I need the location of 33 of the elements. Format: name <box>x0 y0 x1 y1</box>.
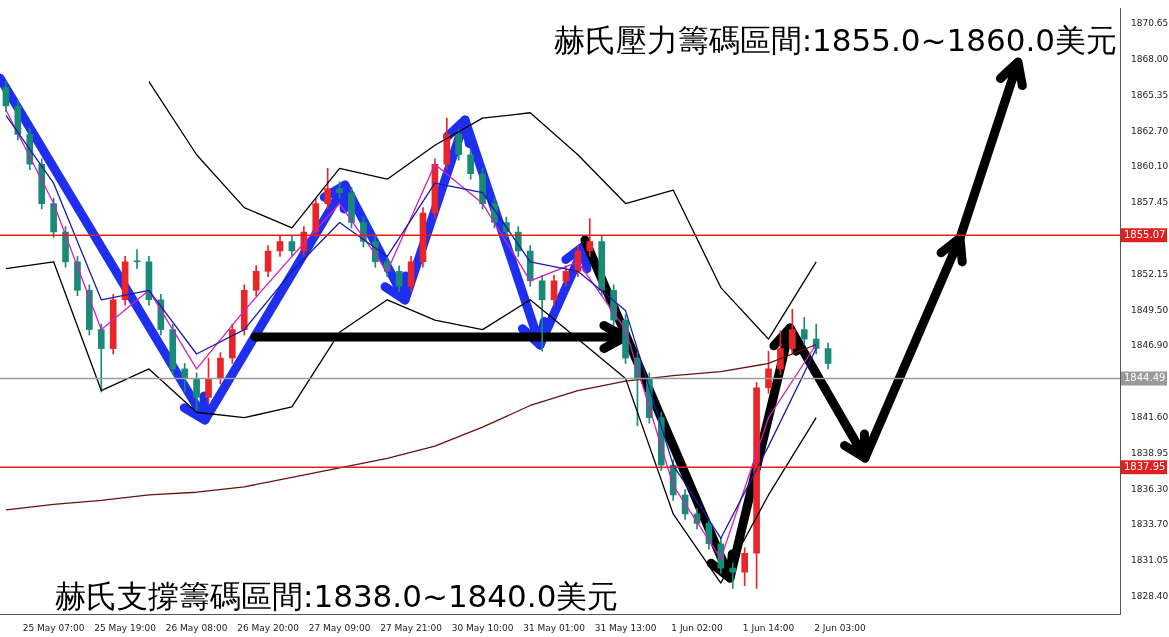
y-tick-label: 1833.70 <box>1131 519 1169 530</box>
y-tick-label: 1846.90 <box>1131 340 1169 351</box>
annotation: 赫氏支撐籌碼區間:1838.0~1840.0美元 <box>55 578 619 614</box>
y-tick-label: 1836.30 <box>1131 483 1169 494</box>
y-tick-label: 1870.65 <box>1131 18 1169 29</box>
x-tick-label: 27 May 09:00 <box>308 622 371 633</box>
y-tick-label: 1831.05 <box>1131 555 1169 566</box>
y-tick-label: 1865.35 <box>1131 90 1169 101</box>
y-tick-label: 1841.60 <box>1131 412 1169 423</box>
x-tick-label: 26 May 08:00 <box>165 622 228 633</box>
ref-line-label: 1837.95 <box>1124 460 1166 472</box>
x-tick-label: 27 May 21:00 <box>380 622 443 633</box>
x-tick-label: 2 Jun 03:00 <box>814 622 866 633</box>
x-tick-label: 26 May 20:00 <box>237 622 300 633</box>
ref-line-label: 1844.49 <box>1124 372 1166 384</box>
x-tick-label: 31 May 01:00 <box>523 622 586 633</box>
annotation: 赫氏壓力籌碼區間:1855.0~1860.0美元 <box>553 22 1117 58</box>
x-tick-label: 1 Jun 02:00 <box>671 622 724 633</box>
y-tick-label: 1862.70 <box>1131 126 1169 137</box>
candlestick <box>729 562 737 589</box>
x-tick-label: 1 Jun 14:00 <box>742 622 795 633</box>
x-tick-label: 31 May 13:00 <box>594 622 657 633</box>
x-tick-label: 25 May 07:00 <box>22 622 85 633</box>
ref-line-label: 1855.07 <box>1124 228 1166 240</box>
y-tick-label: 1857.45 <box>1131 197 1169 208</box>
y-tick-label: 1838.95 <box>1131 447 1169 458</box>
y-tick-label: 1860.10 <box>1131 161 1169 172</box>
x-tick-label: 25 May 19:00 <box>94 622 157 633</box>
y-tick-label: 1852.15 <box>1131 269 1169 280</box>
x-tick-label: 30 May 10:00 <box>451 622 514 633</box>
y-tick-label: 1868.00 <box>1131 54 1169 65</box>
y-tick-label: 1828.40 <box>1131 590 1169 601</box>
y-tick-label: 1849.50 <box>1131 304 1169 315</box>
